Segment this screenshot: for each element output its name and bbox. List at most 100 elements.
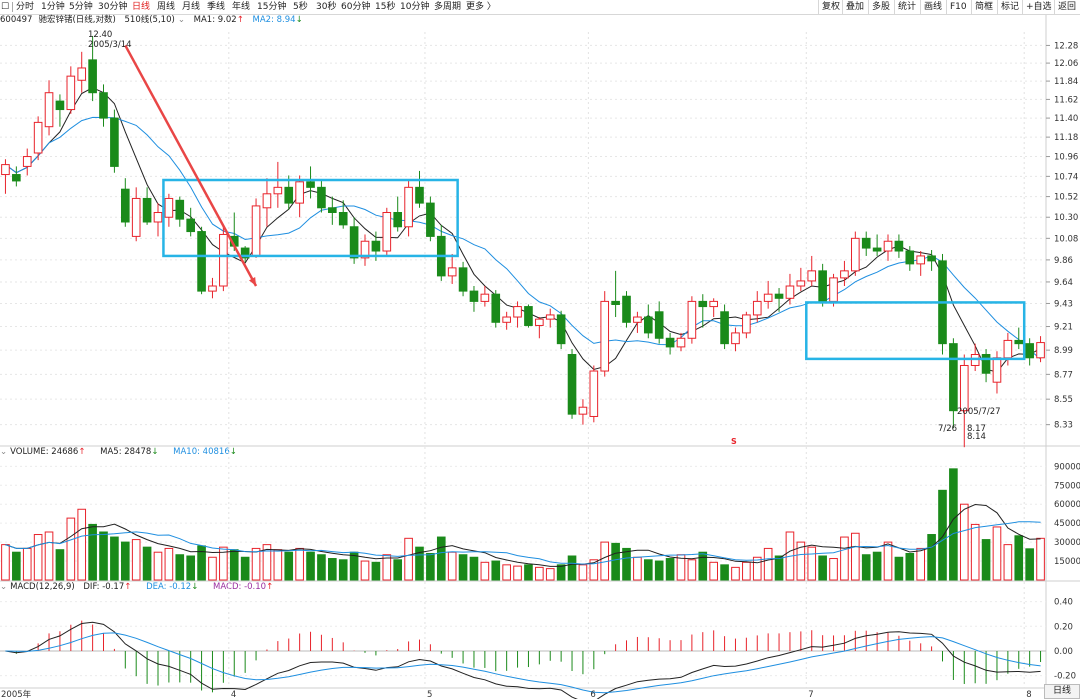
bottom-period-tab[interactable]: 日线 bbox=[1044, 684, 1080, 699]
volume-bar-down bbox=[458, 554, 468, 581]
period-tab-30sec[interactable]: 30秒 bbox=[316, 2, 337, 12]
period-tab-quarterly[interactable]: 季线 bbox=[207, 2, 226, 12]
candle-down bbox=[175, 199, 185, 220]
candle-down bbox=[698, 300, 708, 308]
kline-chart[interactable]: 8.33 8.55 8.77 8.99 9.21 9.43 9.64 9.86 10.08 10.… bbox=[0, 15, 1080, 699]
candle-down bbox=[349, 226, 359, 259]
candle-up bbox=[785, 285, 795, 299]
volume-bar-up bbox=[262, 544, 272, 581]
volume-bar-up bbox=[709, 561, 718, 581]
volume-value: VOLUME: 24686↑ bbox=[10, 447, 86, 457]
candle-down bbox=[142, 197, 152, 223]
candle-down bbox=[981, 354, 991, 374]
volume-bar-down bbox=[338, 559, 348, 581]
period-tab-5min[interactable]: 5分钟 bbox=[69, 2, 93, 12]
candle-up bbox=[578, 406, 588, 415]
volume-bar-down bbox=[142, 546, 152, 581]
volume-bar-up bbox=[545, 568, 555, 581]
macd-tick-label: 0.00 bbox=[1054, 647, 1073, 657]
volume-bar-down bbox=[175, 554, 185, 581]
vol-settings-icon[interactable]: ⌄ bbox=[0, 447, 8, 457]
macd-value: MACD: -0.10↑ bbox=[213, 582, 274, 592]
volume-ma5-line bbox=[5, 503, 1041, 567]
period-tab-fenshi[interactable]: 分时 bbox=[16, 2, 35, 12]
volume-bar-down bbox=[436, 536, 446, 581]
volume-bar-down bbox=[393, 559, 403, 581]
tool-fuquan-button[interactable]: 复权 bbox=[818, 0, 840, 14]
period-tab-15min[interactable]: 15分钟 bbox=[257, 2, 287, 12]
volume-bar-up bbox=[992, 526, 1002, 581]
tool-mark-button[interactable]: 标记 bbox=[997, 0, 1019, 14]
period-tab-5sec[interactable]: 5秒 bbox=[293, 2, 308, 12]
tool-simple-button[interactable]: 简框 bbox=[971, 0, 993, 14]
volume-bar-up bbox=[851, 532, 860, 581]
macd-tick-label: 0.40 bbox=[1054, 598, 1073, 608]
candle-down bbox=[567, 354, 577, 415]
tool-add-watchlist-button[interactable]: +自选 bbox=[1022, 0, 1052, 14]
ind-settings-icon[interactable]: ⌄ bbox=[177, 15, 185, 25]
month-label: 4 bbox=[231, 690, 236, 699]
volume-bar-up bbox=[273, 549, 283, 581]
period-tab-10min[interactable]: 10分钟 bbox=[400, 2, 430, 12]
low-price2-label: 8.14 bbox=[967, 432, 986, 442]
vol-ma10-value: MA10: 40816↓ bbox=[173, 447, 237, 457]
volume-bar-up bbox=[752, 556, 762, 581]
candle-down bbox=[306, 181, 315, 188]
price-tick-label: 10.30 bbox=[1054, 213, 1078, 223]
volume-bar-up bbox=[480, 561, 490, 581]
volume-bar-up bbox=[513, 565, 522, 581]
candle-up bbox=[502, 316, 511, 323]
ma2-value: MA2: 8.94↓ bbox=[252, 15, 303, 25]
candle-down bbox=[611, 300, 620, 305]
price-tick-label: 8.77 bbox=[1054, 370, 1073, 380]
candle-down bbox=[1014, 339, 1024, 345]
volume-bar-down bbox=[186, 555, 195, 581]
period-tab-yearly[interactable]: 年线 bbox=[232, 2, 251, 12]
volume-bar-down bbox=[1025, 548, 1034, 581]
period-tab-daily[interactable]: 日线 bbox=[132, 2, 151, 12]
tool-back-button[interactable]: 返回 bbox=[1054, 0, 1076, 14]
candle-up bbox=[295, 181, 304, 204]
candle-down bbox=[665, 337, 675, 348]
volume-bar-up bbox=[77, 508, 87, 581]
volume-bar-up bbox=[164, 547, 174, 581]
month-label: 8 bbox=[1026, 690, 1031, 699]
tool-overlay-button[interactable]: 叠加 bbox=[842, 0, 864, 14]
price-tick-label: 10.96 bbox=[1054, 153, 1078, 163]
volume-bar-up bbox=[959, 503, 969, 581]
candle-down bbox=[197, 231, 206, 292]
macd-settings-icon[interactable]: ⌄ bbox=[0, 582, 8, 592]
ma2-line bbox=[5, 116, 1041, 360]
volume-bar-up bbox=[535, 566, 544, 581]
dea-value: DEA: -0.12↓ bbox=[146, 582, 199, 592]
volume-bar-up bbox=[633, 556, 642, 581]
tool-multistock-button[interactable]: 多股 bbox=[868, 0, 890, 14]
volume-bar-down bbox=[120, 541, 130, 581]
period-tab-30min[interactable]: 30分钟 bbox=[98, 2, 128, 12]
period-tab-15sec[interactable]: 15秒 bbox=[375, 2, 396, 12]
price-pane-header: 600497 驰宏锌锗(日线,对数) 510线(5,10) ⌄ MA1: 9.02↑… bbox=[0, 15, 315, 26]
tool-stats-button[interactable]: 统计 bbox=[894, 0, 916, 14]
tool-f10-button[interactable]: F10 bbox=[946, 0, 967, 14]
candle-down bbox=[186, 218, 195, 233]
period-tab-60min[interactable]: 60分钟 bbox=[341, 2, 371, 12]
collapse-icon[interactable]: ☐ bbox=[1, 2, 10, 12]
low-day-label: 7/26 bbox=[938, 424, 957, 434]
period-tab-more[interactable]: 更多 〉 bbox=[466, 2, 496, 12]
consolidation-box bbox=[162, 178, 459, 258]
volume-bar-up bbox=[153, 551, 163, 581]
candle-down bbox=[338, 212, 348, 226]
tool-draw-button[interactable]: 画线 bbox=[920, 0, 942, 14]
low-price-label: 8.17 bbox=[967, 424, 986, 434]
period-tab-weekly[interactable]: 周线 bbox=[157, 2, 176, 12]
candle-down bbox=[818, 270, 827, 302]
period-tab-1min[interactable]: 1分钟 bbox=[41, 2, 65, 12]
volume-bar-up bbox=[970, 523, 980, 581]
volume-bar-down bbox=[949, 468, 958, 581]
volume-bar-down bbox=[981, 539, 991, 581]
volume-bar-down bbox=[622, 547, 631, 581]
period-tab-monthly[interactable]: 月线 bbox=[182, 2, 201, 12]
period-tab-multi[interactable]: 多周期 bbox=[434, 2, 462, 12]
volume-bar-up bbox=[502, 564, 511, 581]
candle-up bbox=[600, 300, 610, 372]
